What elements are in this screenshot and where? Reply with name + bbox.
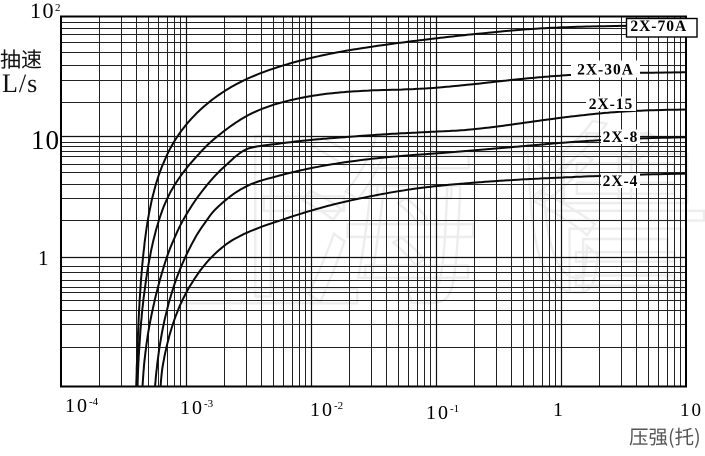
svg-text:10: 10 <box>31 125 60 155</box>
svg-text:L/s: L/s <box>2 69 38 98</box>
svg-text:2X-70A: 2X-70A <box>630 18 687 35</box>
svg-text:102: 102 <box>30 0 61 23</box>
svg-text:2X-15: 2X-15 <box>589 96 634 113</box>
svg-text:2X-30A: 2X-30A <box>577 61 634 78</box>
svg-text:1: 1 <box>38 246 51 270</box>
svg-text:1: 1 <box>553 399 565 421</box>
svg-text:2X-4: 2X-4 <box>603 173 639 190</box>
svg-text:10: 10 <box>680 400 703 421</box>
svg-text:2X-8: 2X-8 <box>603 129 639 146</box>
